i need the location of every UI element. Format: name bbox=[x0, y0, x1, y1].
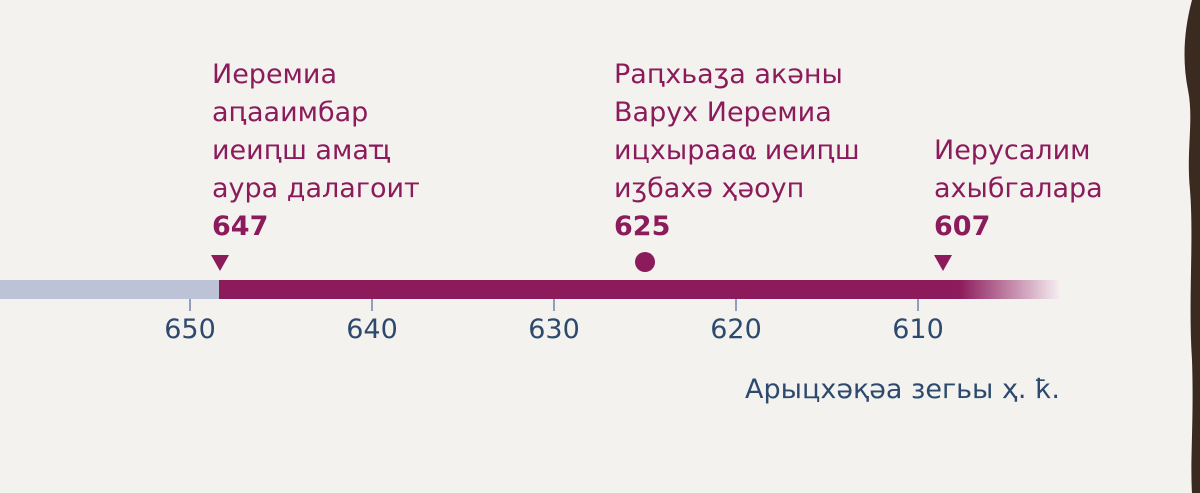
event-text: аура далагоит bbox=[212, 173, 420, 204]
event: Раԥхьаӡа акәны Варух Иеремиа ицхырааҩ ие… bbox=[614, 56, 860, 246]
illustration-edge bbox=[1184, 0, 1200, 493]
event-text: аԥааимбар bbox=[212, 97, 369, 128]
tick bbox=[917, 299, 919, 311]
event-text: Иеремиа bbox=[212, 59, 338, 90]
timeline-bar bbox=[219, 280, 1060, 299]
tick-label: 610 bbox=[892, 314, 944, 345]
event-year: 607 bbox=[934, 211, 991, 242]
event-text: иеиԥш амаҵ bbox=[212, 135, 391, 166]
event-text: иӡбахә ҳәоуп bbox=[614, 173, 805, 204]
tick-label: 630 bbox=[528, 314, 580, 345]
circle-marker bbox=[635, 252, 655, 272]
event-text: Варух Иеремиа bbox=[614, 97, 832, 128]
tick bbox=[735, 299, 737, 311]
event-text: ицхырааҩ иеиԥш bbox=[614, 135, 860, 166]
tick bbox=[189, 299, 191, 311]
triangle-marker bbox=[211, 255, 229, 271]
event-text: Раԥхьаӡа акәны bbox=[614, 59, 843, 90]
tick-label: 640 bbox=[346, 314, 398, 345]
event-text: ахыбгалара bbox=[934, 173, 1103, 204]
timeline-bar-past bbox=[0, 280, 219, 299]
axis-label: Арыцхәқәа зегьы ҳ. ҟ. bbox=[745, 374, 1060, 405]
tick bbox=[553, 299, 555, 311]
tick bbox=[371, 299, 373, 311]
event: Иерусалим ахыбгалара 607 bbox=[934, 132, 1103, 246]
event-year: 625 bbox=[614, 211, 671, 242]
tick-label: 650 bbox=[164, 314, 216, 345]
triangle-marker bbox=[934, 255, 952, 271]
event: Иеремиа аԥааимбар иеиԥш амаҵ аура далаго… bbox=[212, 56, 420, 246]
event-text: Иерусалим bbox=[934, 135, 1091, 166]
tick-label: 620 bbox=[710, 314, 762, 345]
event-year: 647 bbox=[212, 211, 269, 242]
